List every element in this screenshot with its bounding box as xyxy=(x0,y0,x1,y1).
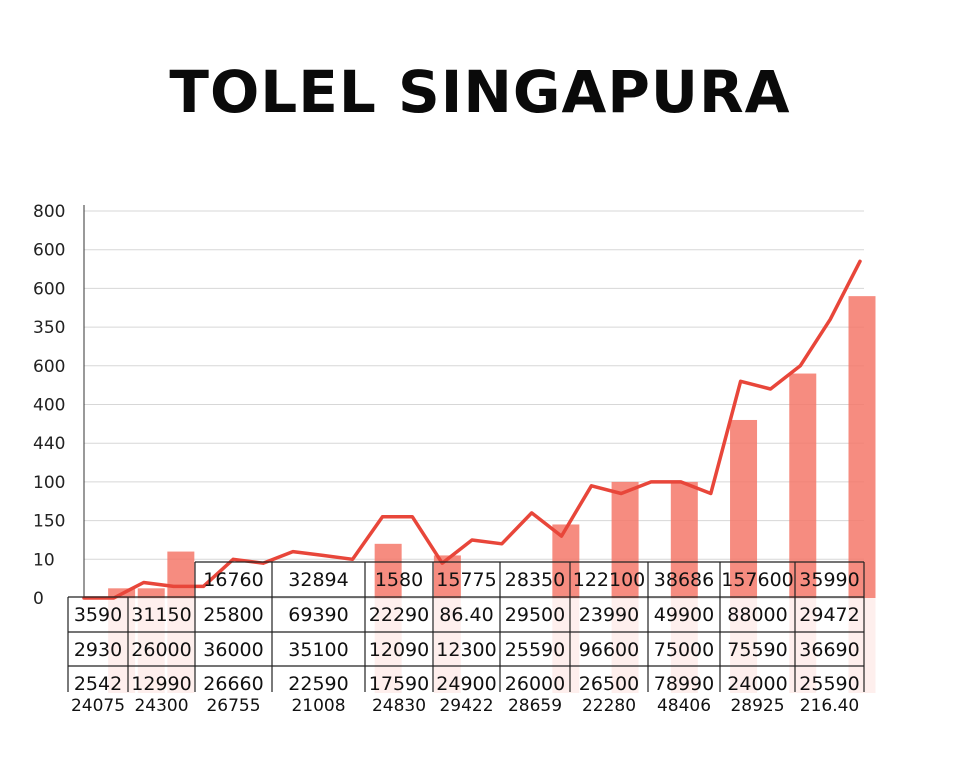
series-line xyxy=(82,259,862,600)
table-cell: 24000 xyxy=(727,673,787,695)
table-cell: 75590 xyxy=(727,639,787,661)
bar xyxy=(552,524,580,598)
table-cell: 86.40 xyxy=(439,604,493,626)
table-cell: 88000 xyxy=(727,604,787,626)
bar xyxy=(167,551,195,598)
table-cell: 1580 xyxy=(375,569,423,591)
bar xyxy=(137,588,165,598)
table-cell: 26000 xyxy=(505,673,565,695)
table-cell: 12300 xyxy=(436,639,496,661)
y-tick-label: 400 xyxy=(33,396,65,416)
table-cell: 12090 xyxy=(369,639,429,661)
y-tick-label: 150 xyxy=(33,512,65,532)
table-cell: 24075 xyxy=(71,696,125,716)
table-cell: 32894 xyxy=(288,569,348,591)
table-cell: 28350 xyxy=(505,569,565,591)
y-tick-label: 600 xyxy=(33,357,65,377)
bar xyxy=(670,481,698,598)
table-cell: 122100 xyxy=(573,569,646,591)
y-tick-label: 350 xyxy=(33,318,65,338)
bar xyxy=(848,296,876,598)
table-cell: 17590 xyxy=(369,673,429,695)
table-cell: 26755 xyxy=(206,696,260,716)
bar-shadow xyxy=(374,598,402,693)
bar xyxy=(730,419,758,598)
table-cell: 35100 xyxy=(288,639,348,661)
bar xyxy=(374,543,402,598)
table-cell: 69390 xyxy=(288,604,348,626)
table-cell: 24830 xyxy=(372,696,426,716)
y-tick-label: 600 xyxy=(33,279,65,299)
y-tick-label: 0 xyxy=(33,589,44,609)
table-cell: 29472 xyxy=(799,604,859,626)
table-cell: 29422 xyxy=(439,696,493,716)
y-tick-label: 800 xyxy=(33,202,65,222)
table-cell: 216.40 xyxy=(800,696,859,716)
table-cell: 25800 xyxy=(203,604,263,626)
table-cell: 25590 xyxy=(799,673,859,695)
bar-shadow xyxy=(108,598,136,693)
table-cell: 2542 xyxy=(74,673,122,695)
table-cell: 35990 xyxy=(799,569,859,591)
bar-shadow xyxy=(433,598,461,693)
bar-shadow xyxy=(789,598,817,693)
table-cell: 36000 xyxy=(203,639,263,661)
table-cell: 26660 xyxy=(203,673,263,695)
table-cell: 21008 xyxy=(291,696,345,716)
chart-title: TOLEL SINGAPURA xyxy=(169,58,791,126)
table-cell: 24900 xyxy=(436,673,496,695)
table-cell: 96600 xyxy=(579,639,639,661)
table-cell: 26500 xyxy=(579,673,639,695)
table-cell: 23990 xyxy=(579,604,639,626)
table-cell: 28659 xyxy=(508,696,562,716)
y-tick-label: 600 xyxy=(33,241,65,261)
bar xyxy=(789,373,817,598)
table-cell: 29500 xyxy=(505,604,565,626)
table-cell: 26000 xyxy=(131,639,191,661)
bar-shadow xyxy=(730,598,758,693)
table-cell: 78990 xyxy=(654,673,714,695)
y-tick-label: 100 xyxy=(33,473,65,493)
table-cell: 22590 xyxy=(288,673,348,695)
table-cell: 15775 xyxy=(436,569,496,591)
table-cell: 48406 xyxy=(657,696,711,716)
table-cell: 157600 xyxy=(721,569,794,591)
table-cell: 31150 xyxy=(131,604,191,626)
bar-shadow xyxy=(137,598,165,693)
table-cell: 38686 xyxy=(654,569,714,591)
y-tick-label: 10 xyxy=(33,550,55,570)
table-cell: 36690 xyxy=(799,639,859,661)
bar-shadow xyxy=(167,598,195,693)
table-cell: 16760 xyxy=(203,569,263,591)
table-cell: 12990 xyxy=(131,673,191,695)
table-cell: 22280 xyxy=(582,696,636,716)
bar xyxy=(611,481,639,598)
y-tick-label: 440 xyxy=(33,434,65,454)
table-cell: 2930 xyxy=(74,639,122,661)
table-cell: 75000 xyxy=(654,639,714,661)
bar-shadow xyxy=(611,598,639,693)
table-cell: 22290 xyxy=(369,604,429,626)
table-cell: 3590 xyxy=(74,604,122,626)
table-cell: 49900 xyxy=(654,604,714,626)
bar-shadow xyxy=(670,598,698,693)
bar-shadow xyxy=(848,598,876,693)
table-cell: 24300 xyxy=(134,696,188,716)
table-cell: 25590 xyxy=(505,639,565,661)
bar-shadow xyxy=(552,598,580,693)
table-cell: 28925 xyxy=(730,696,784,716)
